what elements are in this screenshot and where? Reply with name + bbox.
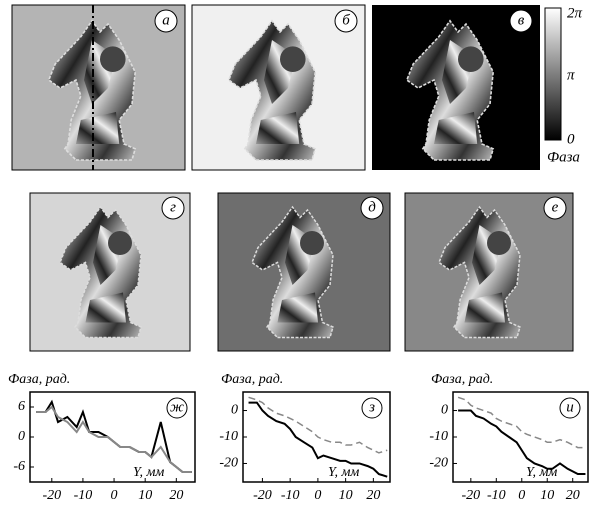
- y-tick-label: 0: [18, 429, 25, 444]
- y-axis-label: Фаза, рад.: [431, 372, 493, 387]
- x-tick-label: -10: [281, 488, 300, 503]
- x-tick-label: -20: [461, 488, 480, 503]
- panel-label: д: [368, 199, 376, 215]
- data-line: [36, 407, 192, 472]
- x-tick-label: 10: [540, 488, 554, 503]
- panel-label: е: [552, 199, 559, 215]
- panel-label: в: [518, 12, 525, 28]
- x-tick-label: -10: [74, 488, 93, 503]
- x-tick-label: 0: [518, 488, 525, 503]
- colorbar-label: 2π: [567, 5, 583, 21]
- x-tick-label: -20: [253, 488, 272, 503]
- annotation: ж: [170, 399, 184, 415]
- x-tick-label: 0: [111, 488, 118, 503]
- colorbar-title: Фаза: [547, 149, 580, 165]
- annotation: з: [368, 399, 375, 415]
- y-tick-label: 0: [231, 403, 238, 418]
- x-tick-label: 20: [566, 488, 580, 503]
- y-tick-label: -6: [13, 459, 25, 474]
- y-tick-label: -20: [219, 456, 238, 471]
- y-axis-label: Фаза, рад.: [8, 372, 70, 387]
- colorbar-label: π: [567, 67, 575, 83]
- panel-label: г: [170, 199, 176, 215]
- panel-label: б: [342, 12, 350, 28]
- x-axis-label: Y, мм: [328, 465, 359, 480]
- x-tick-label: -10: [487, 488, 506, 503]
- figure: а б в г д е 2π π 0 Фаза Фаза, рад. Y, мм ж…: [0, 0, 593, 515]
- y-tick-label: 0: [441, 403, 448, 418]
- x-axis-label: Y, мм: [133, 465, 164, 480]
- panel-label: а: [162, 12, 170, 28]
- annotation: и: [566, 399, 574, 415]
- x-tick-label: 10: [138, 488, 152, 503]
- y-axis-label: Фаза, рад.: [221, 372, 283, 387]
- x-tick-label: 10: [339, 488, 353, 503]
- y-tick-label: 6: [18, 399, 25, 414]
- x-tick-label: -20: [42, 488, 61, 503]
- y-tick-label: -10: [429, 429, 448, 444]
- y-tick-label: -20: [429, 456, 448, 471]
- colorbar: [545, 8, 561, 140]
- colorbar-label: 0: [567, 131, 575, 147]
- x-tick-label: 0: [314, 488, 321, 503]
- image-panels: а б в г д е 2π π 0 Фаза: [12, 5, 583, 351]
- y-tick-label: -10: [219, 429, 238, 444]
- x-tick-label: 20: [366, 488, 380, 503]
- x-tick-label: 20: [169, 488, 183, 503]
